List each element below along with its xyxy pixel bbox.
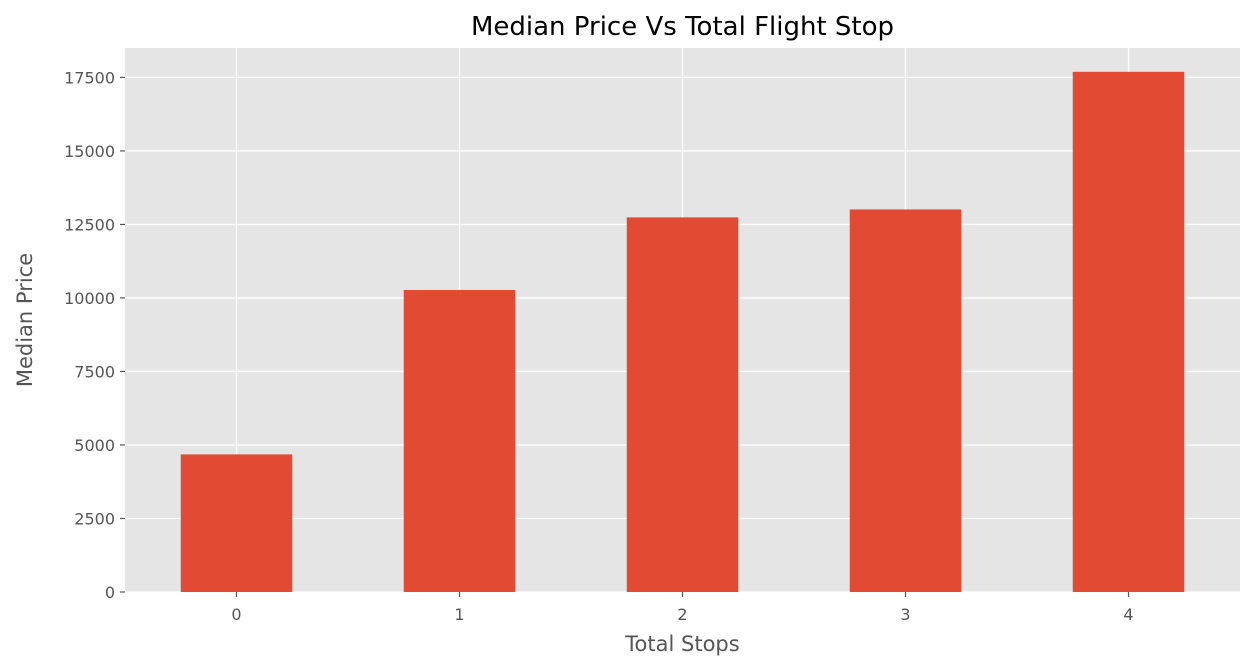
y-tick-label: 10000 — [64, 289, 115, 308]
bar-1 — [403, 290, 516, 592]
x-tick-label: 4 — [1123, 605, 1133, 624]
y-axis-label: Median Price — [13, 253, 37, 387]
y-tick-label: 12500 — [64, 215, 115, 234]
bar-3 — [849, 209, 962, 592]
y-tick-label: 7500 — [74, 362, 115, 381]
tick-labels: 0 2500 5000 7500 10000 12500 15000 17500 0 1 2 3 4 — [64, 68, 1134, 624]
x-tick-label: 3 — [900, 605, 910, 624]
bar-4 — [1072, 71, 1185, 593]
y-tick-label: 15000 — [64, 142, 115, 161]
x-tick-label: 1 — [454, 605, 464, 624]
y-tick-label: 2500 — [74, 509, 115, 528]
y-tick-label: 17500 — [64, 68, 115, 87]
x-tick-label: 2 — [677, 605, 687, 624]
chart-title: Median Price Vs Total Flight Stop — [471, 12, 894, 42]
bars — [180, 71, 1185, 593]
bar-2 — [626, 217, 739, 593]
tick-marks — [120, 76, 1130, 597]
bar-0 — [180, 454, 293, 592]
x-tick-label: 0 — [231, 605, 241, 624]
x-axis-label: Total Stops — [624, 632, 739, 656]
y-tick-label: 0 — [105, 583, 115, 602]
y-tick-label: 5000 — [74, 436, 115, 455]
